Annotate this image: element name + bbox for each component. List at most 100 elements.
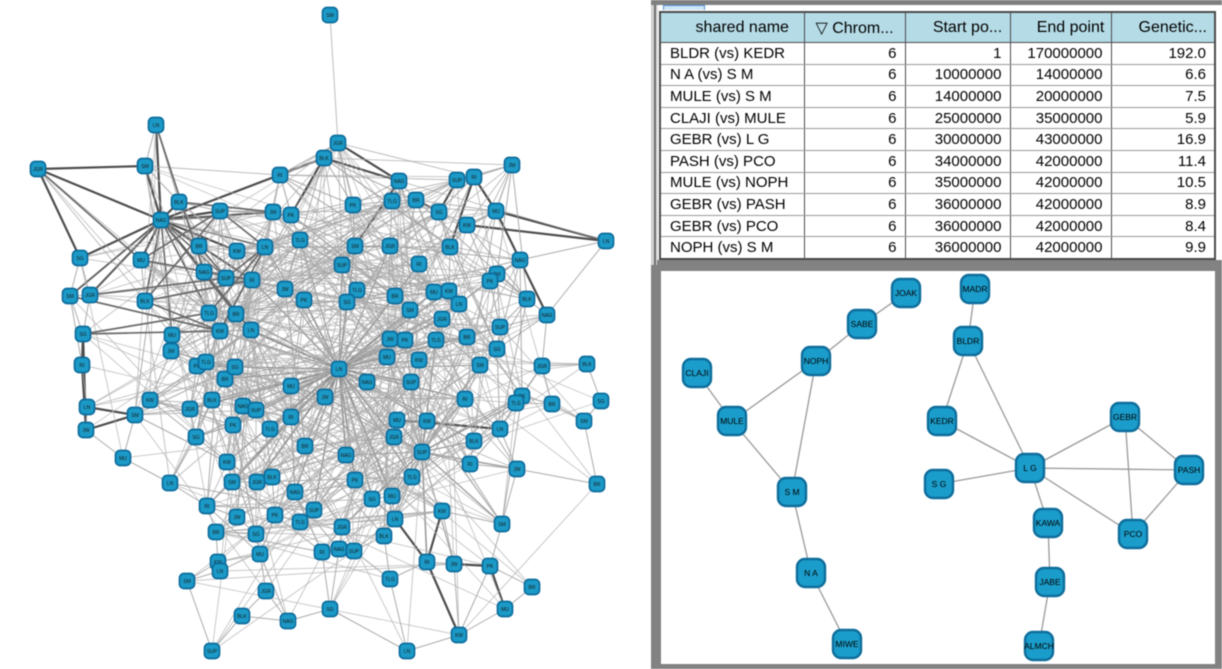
svg-text:SM: SM [406, 308, 414, 314]
svg-text:JGR: JGR [337, 525, 347, 531]
svg-text:BR: BR [529, 585, 536, 591]
svg-text:LN: LN [456, 302, 463, 308]
svg-text:TLG: TLG [431, 338, 441, 344]
svg-text:LN: LN [262, 245, 269, 251]
svg-text:BLK: BLK [140, 299, 150, 305]
svg-text:BLK: BLK [469, 439, 479, 445]
svg-text:PK: PK [402, 338, 409, 344]
svg-text:RI: RI [205, 504, 210, 510]
svg-text:JGR: JGR [252, 480, 262, 486]
svg-text:JGR: JGR [389, 435, 399, 441]
svg-text:MU: MU [430, 290, 438, 296]
svg-text:SG: SG [326, 607, 333, 613]
svg-text:PK: PK [288, 213, 295, 219]
svg-text:ALMCH: ALMCH [1024, 641, 1054, 651]
svg-text:SUP: SUP [221, 276, 232, 282]
svg-text:BLK: BLK [522, 297, 532, 303]
svg-text:NAG: NAG [283, 619, 294, 625]
svg-text:TLG: TLG [511, 401, 521, 407]
svg-text:TLG: TLG [352, 288, 362, 294]
svg-text:NAG: NAG [394, 179, 405, 185]
svg-text:SM: SM [228, 480, 236, 486]
svg-text:PK: PK [352, 478, 359, 484]
svg-text:KEDR: KEDR [930, 416, 954, 426]
svg-text:JW: JW [386, 337, 394, 343]
svg-text:KW: KW [216, 329, 224, 335]
svg-text:LN: LN [497, 427, 504, 433]
svg-text:JW: JW [281, 287, 289, 293]
svg-text:JW: JW [269, 210, 277, 216]
svg-text:CLAJI: CLAJI [685, 368, 708, 378]
svg-text:LN: LN [603, 239, 610, 245]
svg-text:SG: SG [597, 399, 604, 405]
svg-text:BLK: BLK [267, 475, 277, 481]
svg-text:SUP: SUP [495, 325, 506, 331]
svg-text:NAG: NAG [334, 547, 345, 553]
svg-text:MULE: MULE [720, 416, 744, 426]
svg-text:SG: SG [231, 365, 238, 371]
svg-text:TLG: TLG [201, 360, 211, 366]
svg-text:LN: LN [84, 405, 91, 411]
svg-text:SUP: SUP [417, 450, 428, 456]
svg-text:BLK: BLK [237, 614, 247, 620]
svg-text:SM: SM [351, 244, 359, 250]
svg-text:JGR: JGR [537, 364, 547, 370]
svg-text:MU: MU [256, 552, 264, 558]
svg-text:SUP: SUP [349, 549, 360, 555]
svg-text:KW: KW [455, 633, 463, 639]
svg-text:N A: N A [804, 568, 818, 578]
svg-text:RI: RI [250, 278, 255, 284]
svg-text:NAG: NAG [515, 258, 526, 264]
svg-text:KW: KW [223, 460, 231, 466]
svg-text:JGR: JGR [333, 141, 343, 147]
svg-text:RI: RI [472, 175, 477, 181]
svg-text:PK: PK [194, 364, 201, 370]
svg-text:MU: MU [287, 384, 295, 390]
svg-text:KW: KW [146, 398, 154, 404]
svg-text:BR: BR [549, 402, 556, 408]
svg-text:SG: SG [368, 497, 375, 503]
svg-text:JGR: JGR [437, 317, 447, 323]
svg-text:BLK: BLK [174, 200, 184, 206]
svg-text:SM: SM [141, 164, 149, 170]
svg-text:MIWE: MIWE [835, 639, 858, 649]
svg-text:SM: SM [326, 13, 334, 19]
svg-text:KW: KW [423, 419, 431, 425]
svg-text:LN: LN [248, 328, 255, 334]
svg-text:SG: SG [192, 435, 199, 441]
svg-text:NOPH: NOPH [804, 356, 829, 366]
svg-text:MU: MU [137, 258, 145, 264]
svg-text:S M: S M [784, 487, 799, 497]
svg-text:BR: BR [196, 244, 203, 250]
svg-text:SUP: SUP [406, 380, 417, 386]
svg-text:L G: L G [1023, 463, 1036, 473]
svg-text:SG: SG [493, 347, 500, 353]
svg-text:KAWA: KAWA [1036, 518, 1061, 528]
svg-text:SUP: SUP [452, 178, 463, 184]
svg-text:NAG: NAG [290, 490, 301, 496]
svg-text:LN: LN [404, 649, 411, 655]
svg-text:JW: JW [321, 395, 329, 401]
svg-text:JGR: JGR [185, 407, 195, 413]
svg-text:NAG: NAG [238, 404, 249, 410]
svg-text:JGR: JGR [85, 293, 95, 299]
svg-text:JW: JW [167, 349, 175, 355]
svg-text:BLDR: BLDR [957, 336, 980, 346]
svg-text:TLG: TLG [385, 577, 395, 583]
svg-text:LN: LN [217, 569, 224, 575]
svg-text:BR: BR [222, 377, 229, 383]
svg-text:BR: BR [302, 444, 309, 450]
svg-text:SM: SM [66, 294, 74, 300]
svg-text:LN: LN [392, 517, 399, 523]
svg-text:RI: RI [278, 173, 283, 179]
svg-text:TLG: TLG [387, 199, 397, 205]
svg-text:BLK: BLK [445, 245, 455, 251]
svg-text:MADR: MADR [962, 284, 987, 294]
svg-text:KW: KW [463, 223, 471, 229]
svg-text:SM: SM [498, 522, 506, 528]
svg-text:RI: RI [425, 560, 430, 566]
svg-text:SUP: SUP [207, 649, 218, 655]
svg-text:PK: PK [350, 203, 357, 209]
svg-text:PK: PK [487, 279, 494, 285]
svg-text:BR: BR [594, 482, 601, 488]
